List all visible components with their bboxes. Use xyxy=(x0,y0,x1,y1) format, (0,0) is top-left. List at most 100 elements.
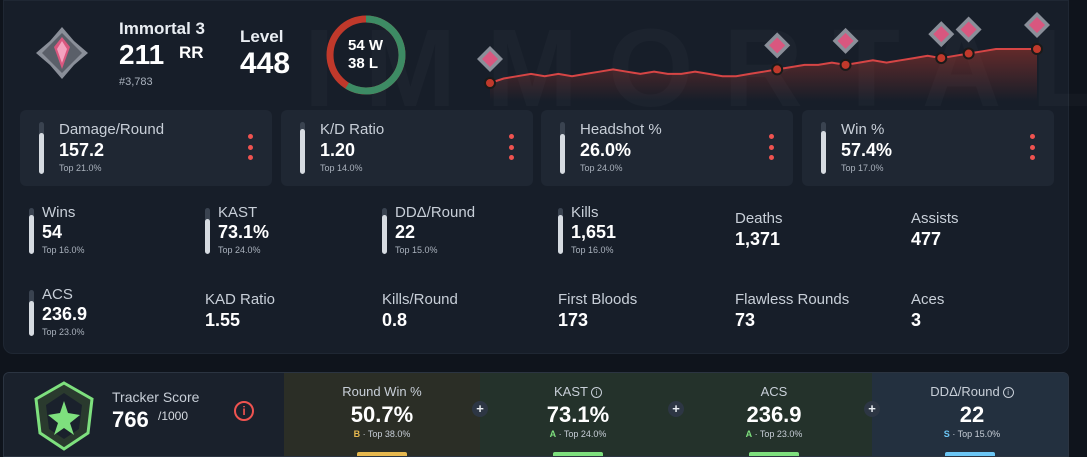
stat-label: Damage/Round xyxy=(59,121,165,138)
tracker-score-value: 766 xyxy=(112,407,149,432)
rank-history-chart xyxy=(477,12,1050,101)
rank-change-point xyxy=(1031,43,1043,55)
stat-wins: Wins 54 Top 16.0% xyxy=(29,204,199,262)
percentile-bar xyxy=(560,122,565,174)
stat-percentile: Top 15.0% xyxy=(395,245,438,255)
plus-icon: + xyxy=(668,401,684,417)
stat-percentile: Top 21.0% xyxy=(59,163,102,173)
segment-label: DDΔ/Round i xyxy=(872,384,1068,399)
stat-card-kd-ratio[interactable]: K/D Ratio 1.20 Top 14.0% xyxy=(281,110,533,186)
tracker-score-summary: Tracker Score 766 /1000 i xyxy=(4,373,284,456)
tracker-segment-round-win[interactable]: Round Win % 50.7% B · Top 38.0% xyxy=(284,373,480,456)
info-icon[interactable]: i xyxy=(234,401,254,421)
stat-card-headshot[interactable]: Headshot % 26.0% Top 24.0% xyxy=(541,110,793,186)
percentile-bar xyxy=(29,208,34,254)
stat-card-damage-round[interactable]: Damage/Round 157.2 Top 21.0% xyxy=(20,110,272,186)
win-loss-ring xyxy=(326,15,406,95)
segment-percentile: A · Top 23.0% xyxy=(745,429,803,439)
segment-label: ACS xyxy=(760,384,788,399)
leaderboard-position: #3,783 xyxy=(119,76,153,88)
more-options-icon[interactable] xyxy=(509,134,515,160)
stat-value: 157.2 xyxy=(59,140,105,160)
tracker-score-logo-icon xyxy=(34,381,94,451)
stat-percentile: Top 16.0% xyxy=(571,245,614,255)
rank-change-point xyxy=(484,77,496,89)
percentile-bar xyxy=(205,208,210,254)
stat-label: Aces xyxy=(911,291,945,308)
rank-change-point xyxy=(935,52,948,65)
level-label: Level xyxy=(240,27,284,46)
segment-percentile: A · Top 24.0% xyxy=(549,429,607,439)
grade-indicator xyxy=(749,452,799,456)
rank-change-point xyxy=(839,58,852,71)
stat-kills: Kills 1,651 Top 16.0% xyxy=(558,204,728,262)
stat-deaths: Deaths 1,371 xyxy=(735,204,905,262)
stat-label: Kills/Round xyxy=(382,291,458,308)
segment-value: 236.9 xyxy=(746,402,802,427)
tracker-score-label: Tracker Score xyxy=(112,389,200,405)
segment-percentile: S · Top 15.0% xyxy=(943,429,1001,439)
wins-count: 54 W xyxy=(348,37,384,54)
stat-value: 1,651 xyxy=(571,222,617,242)
losses-count: 38 L xyxy=(348,55,379,72)
stat-label: Flawless Rounds xyxy=(735,291,850,308)
stat-kad-ratio: KAD Ratio 1.55 xyxy=(205,285,375,343)
stat-label: First Bloods xyxy=(558,291,638,308)
stat-value: 57.4% xyxy=(841,140,893,160)
stat-acs: ACS 236.9 Top 23.0% xyxy=(29,286,199,344)
stat-value: 26.0% xyxy=(580,140,632,160)
stat-label: KAD Ratio xyxy=(205,291,276,308)
stat-assists: Assists 477 xyxy=(911,204,1081,262)
stat-flawless-rounds: Flawless Rounds 73 xyxy=(735,285,905,343)
stat-value: 1.55 xyxy=(205,310,241,330)
segment-label: KAST i xyxy=(480,384,676,399)
rank-name: Immortal 3 xyxy=(119,19,205,38)
stat-label: K/D Ratio xyxy=(320,121,385,138)
stat-label: Deaths xyxy=(735,210,783,227)
stat-value: 54 xyxy=(42,222,63,242)
segment-label: Round Win % xyxy=(342,384,422,399)
percentile-bar xyxy=(29,290,34,336)
stat-percentile: Top 16.0% xyxy=(42,245,85,255)
tracker-segment-acs[interactable]: ACS 236.9 A · Top 23.0% xyxy=(676,373,872,456)
tracker-score-max: /1000 xyxy=(158,409,189,423)
rank-badge-icon xyxy=(477,46,503,72)
segment-value: 50.7% xyxy=(350,402,414,427)
rank-badge-icon xyxy=(1024,12,1050,38)
segment-value: 22 xyxy=(959,402,985,427)
more-options-icon[interactable] xyxy=(1030,134,1036,160)
stat-value: 173 xyxy=(558,310,589,330)
rank-rating: 211 xyxy=(119,39,165,70)
stat-percentile: Top 17.0% xyxy=(841,163,884,173)
stat-value: 236.9 xyxy=(42,304,88,324)
stat-first-bloods: First Bloods 173 xyxy=(558,285,728,343)
stat-percentile: Top 23.0% xyxy=(42,327,85,337)
more-options-icon[interactable] xyxy=(769,134,775,160)
rank-rating-unit: RR xyxy=(179,43,204,62)
stat-label: DDΔ/Round xyxy=(395,204,476,221)
stat-card-win-pct[interactable]: Win % 57.4% Top 17.0% xyxy=(802,110,1054,186)
stat-percentile: Top 14.0% xyxy=(320,163,363,173)
tracker-segment-dd-delta[interactable]: DDΔ/Round i 22 S · Top 15.0% xyxy=(872,373,1068,456)
grade-indicator xyxy=(357,452,407,456)
stat-label: Headshot % xyxy=(580,121,662,138)
segment-value: 73.1% xyxy=(546,402,610,427)
stat-value: 3 xyxy=(911,310,922,330)
stat-value: 22 xyxy=(395,222,416,242)
rank-change-point xyxy=(771,63,784,76)
stat-value: 73.1% xyxy=(218,222,270,242)
info-icon[interactable]: i xyxy=(590,387,602,398)
immortal-rank-icon xyxy=(36,27,88,79)
rank-history-area xyxy=(490,49,1037,101)
stat-label: Assists xyxy=(911,210,959,227)
info-icon[interactable]: i xyxy=(1002,387,1014,398)
tracker-segment-kast[interactable]: KAST i 73.1% A · Top 24.0% xyxy=(480,373,676,456)
stat-value: 1.20 xyxy=(320,140,356,160)
plus-icon: + xyxy=(472,401,488,417)
percentile-bar xyxy=(558,208,563,254)
stat-aces: Aces 3 xyxy=(911,285,1081,343)
stat-label: ACS xyxy=(42,286,73,303)
stat-dd-delta-round: DDΔ/Round 22 Top 15.0% xyxy=(382,204,552,262)
more-options-icon[interactable] xyxy=(248,134,254,160)
stat-value: 477 xyxy=(911,229,942,249)
